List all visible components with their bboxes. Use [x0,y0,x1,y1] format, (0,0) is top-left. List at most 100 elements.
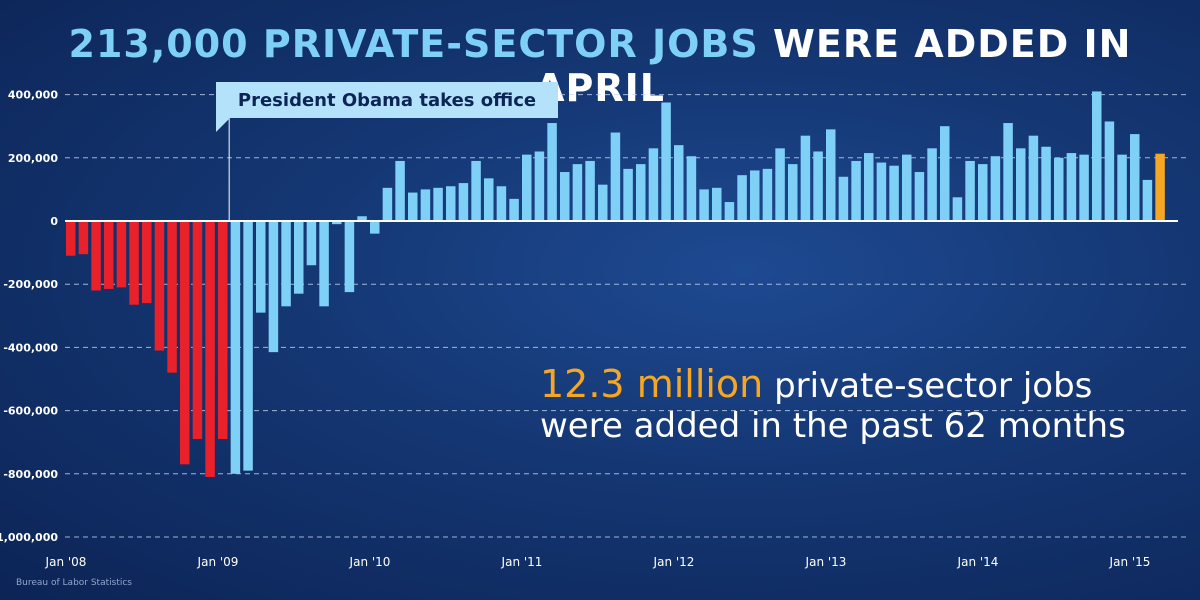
bar [281,221,291,307]
bar [686,156,697,221]
chart-title: 213,000 PRIVATE-SECTOR JOBS WERE ADDED I… [0,22,1200,110]
bar [484,178,494,221]
bar [598,184,608,221]
bar [230,221,241,474]
bar [661,102,671,221]
bar [560,172,570,221]
summary-callout: 12.3 million private-sector jobs were ad… [540,364,1190,446]
bar [547,123,557,221]
bar [268,221,279,353]
x-tick-label: Jan '08 [45,555,87,569]
bar [370,221,380,234]
bar [737,175,747,221]
bar [382,187,393,221]
bar [91,221,101,291]
bar [243,221,253,471]
bar [1117,154,1127,221]
callout-highlight: 12.3 million [540,362,764,406]
bar [180,221,190,465]
bar [458,183,469,221]
bar [357,216,367,221]
bar [1130,134,1140,221]
bar [826,129,836,221]
x-tick-label: Jan '15 [1109,555,1151,569]
bar [471,160,481,221]
y-tick-label: 0 [50,215,58,228]
y-tick-label: 400,000 [8,89,58,102]
bar [674,145,684,221]
bar [1054,157,1064,221]
bar [420,189,431,221]
bar [344,221,355,293]
bar [1041,146,1051,221]
bar [750,170,760,221]
bar [851,160,861,221]
bar [433,187,443,221]
bar [142,221,152,304]
bar [610,132,621,221]
title-rest: WERE ADDED IN APRIL [535,22,1132,110]
x-tick-label: Jan '09 [197,555,239,569]
bar [864,153,874,221]
bar [585,160,595,221]
bar [902,154,912,221]
source-note: Bureau of Labor Statistics [16,578,132,588]
bar [788,164,798,221]
y-tick-label: -600,000 [3,405,58,418]
bar [218,221,228,440]
obama-annotation-pointer [216,118,230,132]
bar [572,164,583,221]
bars [66,91,1165,477]
bar [712,187,722,221]
bar [116,221,127,288]
bar [534,151,545,221]
axes: 400,000 200,000 0 -200,000 -400,000 -600,000 -… [0,89,1178,569]
bar [927,148,937,221]
x-tick-label: Jan '13 [805,555,847,569]
bar [724,202,735,221]
bar [1155,153,1165,221]
bar [154,221,165,351]
bar [914,172,925,221]
bar [636,164,646,221]
bar [192,221,203,440]
bar [1092,91,1102,221]
bar [648,148,659,221]
bar [1016,148,1026,221]
bar [1142,179,1153,221]
bar [319,221,329,307]
bar [762,168,773,221]
bar [1003,123,1013,221]
bar [522,154,532,221]
bar [775,148,785,221]
bar [838,176,849,221]
bar [294,221,304,294]
y-tick-label: -1,000,000 [0,531,58,544]
bar [167,221,177,373]
bar [1028,135,1039,221]
x-tick-label: Jan '11 [501,555,543,569]
bar [1066,153,1077,221]
obama-annotation: President Obama takes office [216,82,558,118]
bar [256,221,266,313]
x-tick-label: Jan '10 [349,555,391,569]
bar [623,168,633,221]
callout-line2: were added in the past 62 months [540,406,1126,446]
bar [446,186,456,221]
y-tick-label: 200,000 [8,152,58,165]
bar [965,160,975,221]
bar [205,221,215,477]
bar [889,165,899,221]
bar [800,135,811,221]
bar [978,164,988,221]
bar [1079,154,1089,221]
y-tick-label: -200,000 [3,278,58,291]
grid-lines [65,94,1188,538]
bar [395,160,405,221]
bar [813,151,823,221]
bar [78,221,89,255]
bar [952,197,963,221]
y-tick-label: -800,000 [3,468,58,481]
bar [129,221,139,305]
